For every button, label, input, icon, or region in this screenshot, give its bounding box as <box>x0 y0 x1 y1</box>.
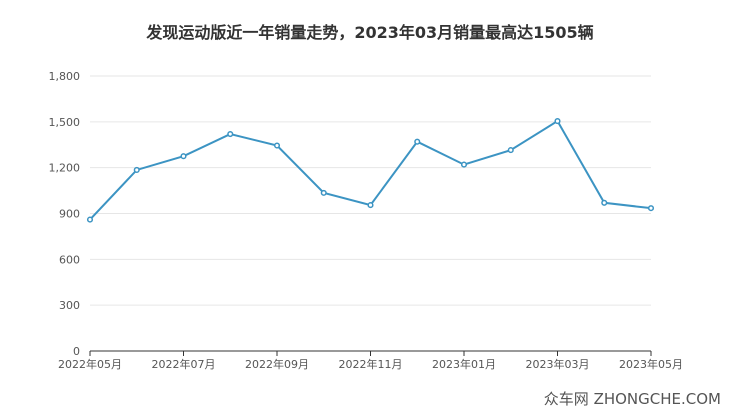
data-point <box>460 161 468 168</box>
y-tick-label: 600 <box>59 253 80 266</box>
gridlines <box>90 75 651 306</box>
data-point <box>414 138 421 145</box>
x-tick-label: 2022年05月 <box>58 357 122 371</box>
y-tick-label: 1,200 <box>49 162 81 175</box>
x-tick-label: 2023年03月 <box>526 357 590 371</box>
watermark: 众车网 ZHONGCHE.COM <box>544 390 721 408</box>
data-point <box>133 166 140 174</box>
x-tick-label: 2022年07月 <box>152 357 216 371</box>
data-point <box>180 153 187 160</box>
x-tick-label: 2022年09月 <box>245 357 309 371</box>
y-tick-label: 1,500 <box>49 116 81 129</box>
data-point <box>647 205 655 212</box>
y-tick-label: 900 <box>59 208 80 221</box>
data-point <box>227 131 234 138</box>
data-point <box>273 142 281 149</box>
y-axis: 0 300 600 900 1,200 1,500 1,800 <box>49 70 81 358</box>
x-tick-label: 2023年01月 <box>432 357 496 371</box>
y-tick-label: 300 <box>59 299 80 312</box>
y-tick-label: 1,800 <box>49 70 81 83</box>
data-point <box>367 202 374 209</box>
x-tick-label: 2022年11月 <box>339 357 403 371</box>
data-point <box>554 118 561 125</box>
chart-title: 发现运动版近一年销量走势，2023年03月销量最高达1505辆 <box>145 23 593 42</box>
x-tick-label: 2023年05月 <box>619 357 683 371</box>
y-tick-label: 0 <box>73 345 80 358</box>
x-axis: 2022年05月 2022年07月 2022年09月 2022年11月 2023年01月… <box>58 350 683 371</box>
data-point <box>507 147 514 154</box>
data-point <box>601 199 608 206</box>
data-point <box>86 216 94 223</box>
series-layer <box>86 118 655 223</box>
data-point <box>320 189 327 196</box>
